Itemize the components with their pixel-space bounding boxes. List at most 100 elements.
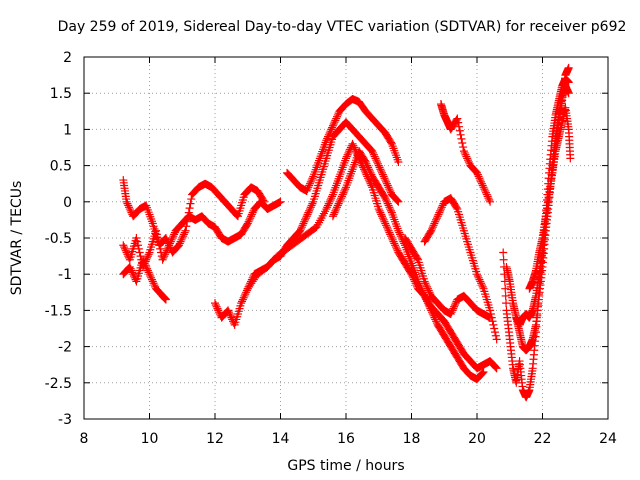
data-point-marker [478, 181, 487, 190]
data-point-marker [247, 212, 256, 221]
data-point-marker [185, 204, 194, 213]
data-point-marker [492, 364, 501, 373]
data-point-marker [143, 266, 152, 275]
data-point-marker [427, 308, 436, 317]
data-point-marker [491, 362, 500, 371]
data-point-marker [423, 282, 432, 291]
data-point-marker [334, 199, 343, 208]
data-point-marker [477, 369, 486, 378]
data-point-marker [233, 211, 242, 220]
data-point-marker [437, 203, 446, 212]
x-tick-label: 10 [141, 431, 159, 447]
data-point-marker [376, 165, 385, 174]
data-point-marker [340, 186, 349, 195]
data-point-marker [387, 206, 396, 215]
x-tick-label: 12 [206, 431, 224, 447]
data-point-marker [125, 203, 134, 212]
data-point-marker [473, 168, 481, 177]
data-point-marker [382, 221, 391, 230]
data-point-marker [566, 154, 575, 163]
data-point-marker [324, 130, 333, 139]
data-point-marker [387, 232, 396, 241]
data-point-marker [488, 317, 497, 326]
data-point-marker [432, 215, 441, 224]
data-point-marker [159, 253, 168, 262]
data-point-marker [382, 177, 391, 186]
data-point-marker [390, 239, 399, 248]
data-point-marker [240, 291, 249, 300]
data-point-marker [245, 215, 254, 224]
data-point-marker [129, 270, 138, 279]
data-point-marker [384, 201, 393, 210]
data-point-marker [501, 284, 510, 293]
data-point-marker [491, 328, 500, 337]
data-point-marker [178, 234, 187, 242]
data-point-marker [393, 196, 402, 205]
data-point-marker [211, 300, 220, 309]
data-point-marker [332, 112, 341, 121]
data-point-marker [473, 272, 482, 281]
data-point-marker [422, 281, 431, 290]
data-point-marker [302, 212, 311, 221]
x-tick-label: 14 [272, 431, 290, 447]
data-point-marker [394, 157, 403, 166]
data-point-marker [491, 331, 500, 340]
data-point-marker [382, 223, 391, 232]
data-point-marker [462, 152, 471, 161]
data-point-marker [413, 254, 422, 263]
data-point-marker [486, 306, 495, 315]
data-point-marker [332, 203, 341, 212]
data-point-marker [141, 261, 150, 270]
data-point-marker [434, 210, 443, 219]
data-point-marker [160, 252, 169, 261]
data-point-marker [464, 157, 473, 166]
y-tick-label: -3 [58, 412, 72, 428]
data-point-marker [422, 295, 431, 304]
data-point-marker [383, 224, 392, 233]
data-point-marker [454, 118, 463, 127]
data-point-marker [477, 281, 486, 290]
data-point-marker [125, 205, 134, 214]
data-point-marker [448, 306, 457, 315]
data-point-marker [396, 232, 405, 241]
data-point-marker [482, 188, 491, 197]
data-point-marker [380, 174, 389, 183]
data-point-marker [564, 63, 573, 72]
data-point-marker [331, 206, 340, 215]
data-points [119, 63, 575, 402]
data-point-marker [451, 299, 460, 308]
y-axis-label: SDTVAR / TECUs [9, 181, 25, 296]
data-point-marker [378, 168, 387, 177]
data-point-marker [363, 161, 372, 170]
data-point-marker [396, 230, 405, 239]
data-point-marker [427, 224, 436, 233]
data-point-marker [391, 241, 400, 250]
data-point-marker [487, 313, 496, 322]
data-point-marker [186, 199, 195, 208]
data-point-marker [332, 114, 341, 123]
data-point-marker [452, 203, 461, 212]
data-point-marker [328, 121, 337, 130]
data-point-marker [480, 185, 489, 194]
data-point-marker [431, 217, 440, 226]
data-point-marker [432, 317, 441, 326]
data-point-marker [475, 275, 484, 284]
data-point-marker [388, 235, 397, 244]
data-point-marker [120, 243, 129, 252]
data-point-marker [475, 174, 484, 183]
data-point-marker [331, 116, 340, 125]
x-tick-label: 22 [534, 431, 552, 447]
data-point-marker [476, 176, 485, 185]
data-point-marker [135, 248, 144, 257]
data-point-marker [163, 237, 172, 246]
data-point-marker [463, 154, 472, 163]
data-point-marker [238, 297, 247, 306]
series-track-c [119, 255, 170, 304]
data-point-marker [183, 213, 192, 222]
data-point-marker [370, 152, 379, 161]
data-point-marker [386, 186, 395, 195]
data-point-marker [260, 197, 269, 206]
data-point-marker [446, 310, 455, 319]
series-track-n [525, 63, 573, 293]
data-point-marker [457, 134, 466, 143]
